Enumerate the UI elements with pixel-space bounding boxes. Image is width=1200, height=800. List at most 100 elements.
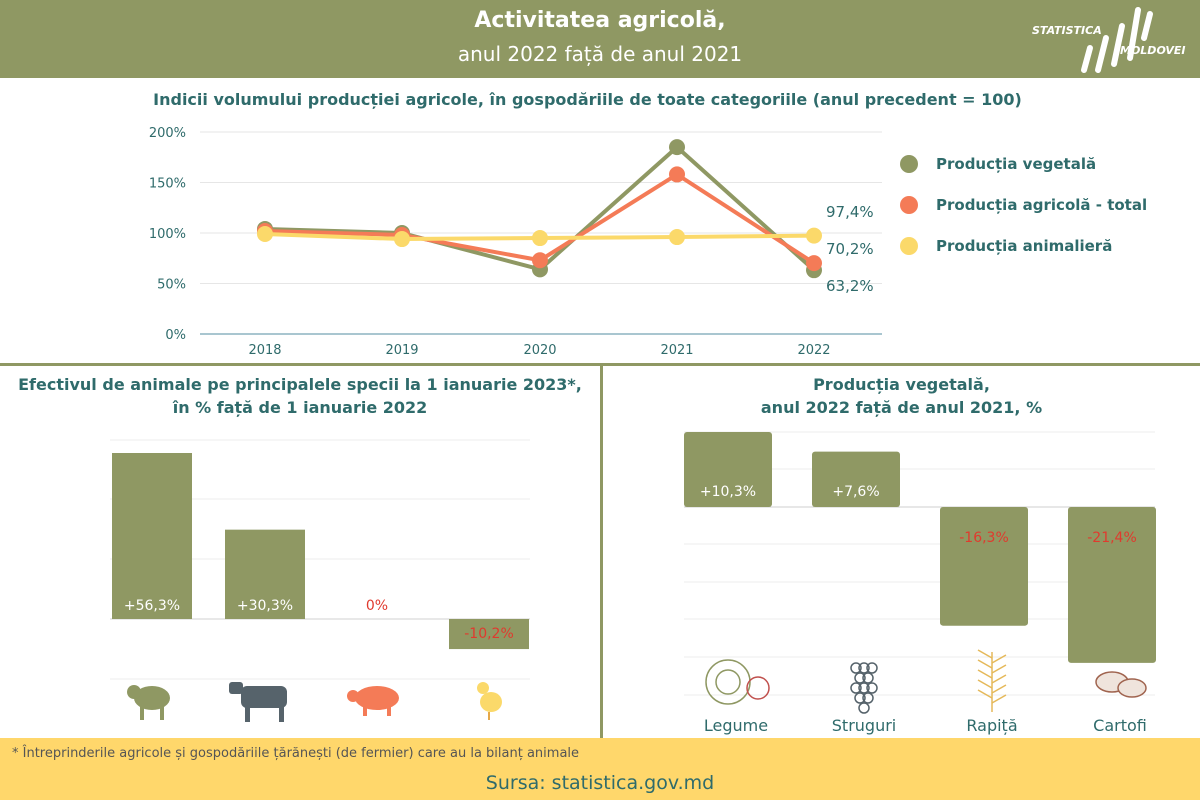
potato-icon xyxy=(1095,671,1147,698)
crops-chart-title-line1: Producția vegetală, xyxy=(813,375,990,394)
category-label: Legume xyxy=(704,716,768,735)
bar xyxy=(684,432,772,507)
bar-value-label: -16,3% xyxy=(959,530,1009,546)
grape xyxy=(858,662,870,674)
grape xyxy=(850,662,862,674)
bar-value-label: 0% xyxy=(366,598,388,614)
grape xyxy=(866,662,878,674)
y-tick-label: 100% xyxy=(149,227,186,242)
grape xyxy=(858,682,870,694)
sheep-leg xyxy=(160,706,164,720)
cow-leg xyxy=(245,706,250,722)
line-chart: 200% 150% 100% 50% 0% 2018 2019 2020 2021 2022 97,… xyxy=(149,126,882,358)
pig-leg xyxy=(363,706,367,716)
legend-dot-icon xyxy=(900,196,918,214)
data-point xyxy=(669,139,685,156)
legend-label: Producția vegetală xyxy=(936,155,1097,173)
data-point xyxy=(394,231,410,248)
end-value-label: 63,2% xyxy=(826,277,874,295)
rapeseed-branch xyxy=(977,649,993,659)
data-point xyxy=(806,227,822,244)
sheep-head xyxy=(127,685,141,699)
animals-chart-title: Efectivul de animale pe principalele spe… xyxy=(0,373,600,419)
data-point xyxy=(669,166,685,183)
series-line xyxy=(264,172,816,265)
grapes-icon xyxy=(850,662,878,714)
bar-value-label: +10,3% xyxy=(700,484,756,500)
grape xyxy=(866,682,878,694)
pig-icon xyxy=(347,686,399,716)
bar xyxy=(225,529,305,619)
grape xyxy=(854,672,866,684)
pig-body xyxy=(355,686,399,710)
end-value-label: 70,2% xyxy=(826,240,874,258)
data-point xyxy=(532,230,548,247)
x-tick-label: 2022 xyxy=(797,343,830,358)
bar-value-label: -10,2% xyxy=(464,626,514,642)
rapeseed-branch xyxy=(991,654,1007,664)
cow-icon xyxy=(229,682,287,722)
animals-chart-title-line2: în % față de 1 ianuarie 2022 xyxy=(172,398,428,417)
category-label: Cartofi xyxy=(1093,716,1147,735)
rapeseed-branch xyxy=(977,679,993,689)
beet xyxy=(746,676,770,700)
header-bar: Activitatea agricolă, anul 2022 față de … xyxy=(0,0,1200,78)
rapeseed-branch xyxy=(977,659,993,669)
sheep-leg xyxy=(140,706,144,720)
logo-stripes-icon xyxy=(1081,7,1153,73)
end-value-label: 97,4% xyxy=(826,203,874,221)
source-link[interactable]: Sursa: statistica.gov.md xyxy=(485,772,715,794)
cow-head xyxy=(229,682,243,694)
footnote: * Întreprinderile agricole și gospodării… xyxy=(12,746,580,761)
legend-dot-icon xyxy=(900,155,918,173)
cow-body xyxy=(241,686,287,708)
cabbage-icon xyxy=(705,659,770,705)
chicken-icon xyxy=(477,682,502,720)
sheep-body xyxy=(134,686,170,710)
sheep-icon xyxy=(127,685,170,720)
page-title: Activitatea agricolă, xyxy=(474,8,726,33)
grape xyxy=(862,672,874,684)
y-tick-label: 50% xyxy=(157,278,186,293)
rapeseed-branch xyxy=(977,669,993,679)
rapeseed-branch xyxy=(991,684,1007,694)
cabbage-head xyxy=(705,659,751,705)
y-tick-label: 150% xyxy=(149,177,186,192)
legend-label: Producția animalieră xyxy=(936,237,1113,255)
animals-bar-chart: +56,3% +30,3% 0% -10,2% xyxy=(110,439,530,722)
crops-bar-chart: +10,3% Legume +7,6% Struguri -16,3% Rapiță -21… xyxy=(684,431,1156,735)
y-tick-label: 200% xyxy=(149,126,186,141)
data-point xyxy=(532,252,548,269)
rapeseed-branch xyxy=(991,664,1007,674)
cabbage-inner xyxy=(715,669,741,695)
logo-text-moldovei: MOLDOVEI xyxy=(1120,44,1186,57)
bar-value-label: +7,6% xyxy=(832,484,879,500)
y-tick-label: 0% xyxy=(165,328,186,343)
grape xyxy=(850,682,862,694)
animals-chart-title-line1: Efectivul de animale pe principalele spe… xyxy=(18,375,582,394)
pig-head xyxy=(347,690,359,702)
data-point xyxy=(669,229,685,246)
bar xyxy=(449,619,529,650)
bar xyxy=(812,451,900,507)
crops-chart-title-line2: anul 2022 față de anul 2021, % xyxy=(760,398,1043,417)
potato xyxy=(1117,678,1147,698)
bar xyxy=(1068,507,1156,663)
rapeseed-branch xyxy=(977,689,993,699)
bar xyxy=(940,507,1028,626)
bar-value-label: +56,3% xyxy=(124,598,180,614)
grape xyxy=(862,692,874,704)
data-point xyxy=(257,226,273,243)
chicken-head xyxy=(477,682,489,694)
bar-value-label: -21,4% xyxy=(1087,530,1137,546)
x-tick-label: 2019 xyxy=(385,343,418,358)
grape xyxy=(858,702,870,714)
grape xyxy=(854,692,866,704)
crops-chart-title: Producția vegetală, anul 2022 față de an… xyxy=(603,373,1200,419)
line-chart-title: Indicii volumului producției agricole, î… xyxy=(153,90,1022,109)
category-label: Struguri xyxy=(832,716,896,735)
footer-bar: * Întreprinderile agricole și gospodării… xyxy=(0,738,1200,800)
pig-leg xyxy=(387,706,391,716)
x-tick-label: 2020 xyxy=(523,343,556,358)
x-tick-label: 2021 xyxy=(660,343,693,358)
